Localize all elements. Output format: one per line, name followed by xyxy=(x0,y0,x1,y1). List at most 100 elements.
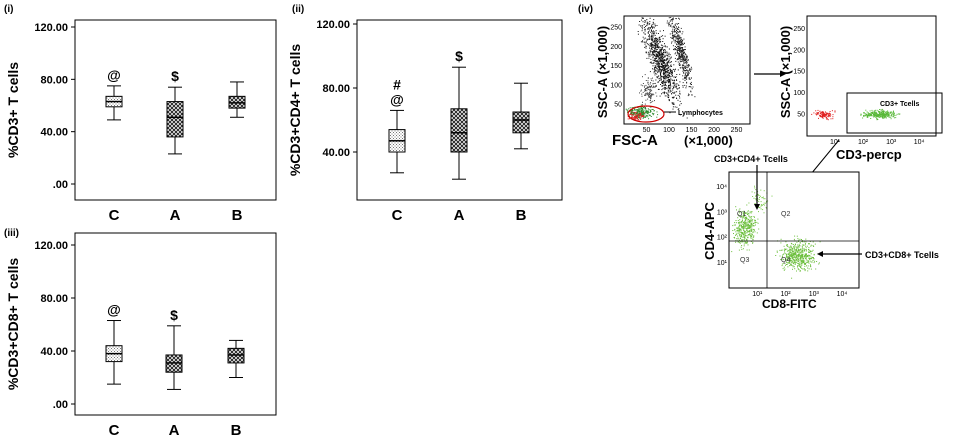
event-dot xyxy=(665,85,667,87)
event-dot xyxy=(737,230,739,232)
event-dot xyxy=(788,259,790,260)
event-dot xyxy=(899,113,901,115)
event-dot xyxy=(675,94,677,96)
event-dot xyxy=(647,88,649,90)
event-dot xyxy=(892,111,894,113)
event-dot xyxy=(798,260,800,262)
y-tick-label: 150 xyxy=(610,63,622,70)
event-dot xyxy=(802,241,804,243)
event-dot xyxy=(663,54,665,55)
event-dot xyxy=(876,115,878,117)
event-dot xyxy=(688,86,690,88)
event-dot xyxy=(676,98,678,99)
event-dot xyxy=(802,253,804,255)
event-dot xyxy=(659,51,661,52)
event-dot xyxy=(668,96,670,98)
event-dot xyxy=(634,112,636,114)
event-dot xyxy=(756,221,758,223)
event-dot xyxy=(879,113,881,114)
event-dot xyxy=(792,251,794,253)
event-dot xyxy=(882,109,884,111)
event-dot xyxy=(867,114,869,116)
event-dot xyxy=(743,227,745,229)
event-dot xyxy=(873,110,875,112)
event-dot xyxy=(889,113,891,114)
event-dot xyxy=(681,47,683,48)
event-dot xyxy=(646,111,648,113)
event-dot xyxy=(662,55,664,57)
event-dot xyxy=(795,246,797,248)
event-dot xyxy=(655,85,657,87)
event-dot xyxy=(755,198,757,200)
event-dot xyxy=(743,214,745,216)
event-dot xyxy=(669,80,670,82)
event-dot xyxy=(860,113,862,115)
event-dot xyxy=(650,111,652,112)
event-dot xyxy=(666,95,668,97)
event-cloud xyxy=(811,108,901,121)
y-tick-label: 120.00 xyxy=(34,22,68,34)
event-dot xyxy=(686,55,688,57)
event-dot xyxy=(637,116,639,117)
event-dot xyxy=(640,116,642,118)
event-dot xyxy=(666,71,668,72)
event-dot xyxy=(748,226,750,228)
event-dot xyxy=(664,64,666,66)
event-dot xyxy=(742,212,744,214)
event-dot xyxy=(751,225,753,227)
event-dot xyxy=(796,259,798,261)
event-dot xyxy=(784,248,786,250)
event-dot xyxy=(672,17,674,19)
event-dot xyxy=(794,260,796,262)
event-dot xyxy=(672,26,674,28)
event-dot xyxy=(656,45,658,47)
event-dot xyxy=(744,241,746,243)
event-dot xyxy=(739,230,741,232)
event-dot xyxy=(802,244,804,246)
event-dot xyxy=(866,111,868,113)
event-dot xyxy=(645,111,646,113)
x-tick-label: 50 xyxy=(643,127,651,134)
event-dot xyxy=(642,115,644,117)
event-dot xyxy=(806,255,808,256)
event-dot xyxy=(653,40,655,42)
event-dot xyxy=(755,219,756,221)
event-dot xyxy=(879,115,881,117)
event-dot xyxy=(668,85,670,87)
event-dot xyxy=(748,230,750,232)
event-dot xyxy=(885,117,887,119)
event-dot xyxy=(641,17,643,19)
event-dot xyxy=(678,23,680,24)
event-dot xyxy=(685,58,687,60)
event-dot xyxy=(787,245,789,247)
event-dot xyxy=(882,113,884,114)
event-dot xyxy=(822,112,824,113)
event-dot xyxy=(788,258,790,259)
quadrant-label: Q4 xyxy=(781,257,790,264)
event-dot xyxy=(664,35,666,37)
event-dot xyxy=(689,68,691,70)
event-dot xyxy=(790,264,792,266)
event-dot xyxy=(639,92,640,94)
event-dot xyxy=(749,217,751,219)
event-dot xyxy=(682,86,684,88)
event-dot xyxy=(653,86,655,88)
event-dot xyxy=(658,62,660,64)
event-dot xyxy=(655,54,657,56)
event-dot xyxy=(651,42,652,44)
event-dot xyxy=(757,218,759,220)
event-dot xyxy=(672,89,674,91)
event-dot xyxy=(675,83,677,85)
event-dot xyxy=(793,250,795,252)
event-dot xyxy=(661,81,663,83)
event-dot xyxy=(883,115,885,117)
event-dot xyxy=(670,57,672,59)
event-dot xyxy=(664,70,666,72)
event-dot xyxy=(642,85,644,87)
event-dot xyxy=(631,114,633,116)
event-dot xyxy=(672,35,674,37)
event-dot xyxy=(740,246,742,248)
event-dot xyxy=(679,62,681,64)
event-dot xyxy=(684,75,686,76)
event-dot xyxy=(676,44,678,46)
